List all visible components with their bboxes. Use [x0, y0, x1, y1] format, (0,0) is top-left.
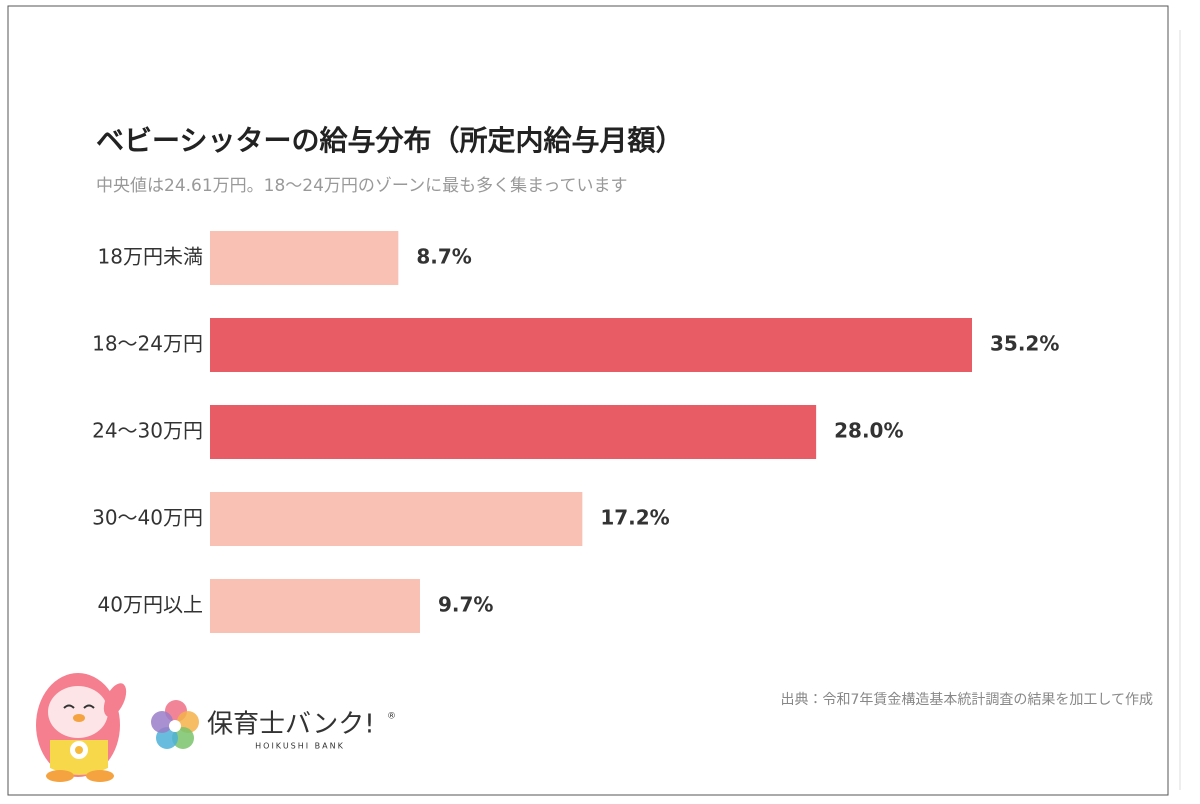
brand-logo: 保育士バンク! ® HOIKUSHI BANK [151, 700, 396, 751]
bar [210, 492, 583, 546]
category-label: 24〜30万円 [92, 419, 203, 443]
value-label: 9.7% [438, 593, 493, 617]
chart-subtitle: 中央値は24.61万円。18〜24万円のゾーンに最も多く集まっています [96, 176, 628, 196]
brand-name: 保育士バンク! [207, 710, 375, 740]
category-label: 18〜24万円 [92, 332, 203, 356]
value-label: 28.0% [834, 419, 903, 443]
card-frame [7, 5, 1169, 796]
bar [210, 318, 972, 372]
brand-mark: ® [387, 712, 396, 722]
category-label: 18万円未満 [98, 245, 203, 269]
bar [210, 231, 399, 285]
category-label: 30〜40万円 [92, 506, 203, 530]
value-label: 35.2% [990, 332, 1059, 356]
source-note: 出典：令和7年賃金構造基本統計調査の結果を加工して作成 [781, 691, 1154, 708]
bar [210, 405, 817, 459]
value-label: 17.2% [600, 506, 669, 530]
category-label: 40万円以上 [98, 593, 203, 617]
brand-tagline: HOIKUSHI BANK [255, 742, 345, 751]
chart-title: ベビーシッターの給与分布（所定内給与月額） [96, 124, 683, 157]
bar [210, 579, 420, 633]
mascot [36, 673, 127, 782]
value-label: 8.7% [416, 245, 471, 269]
